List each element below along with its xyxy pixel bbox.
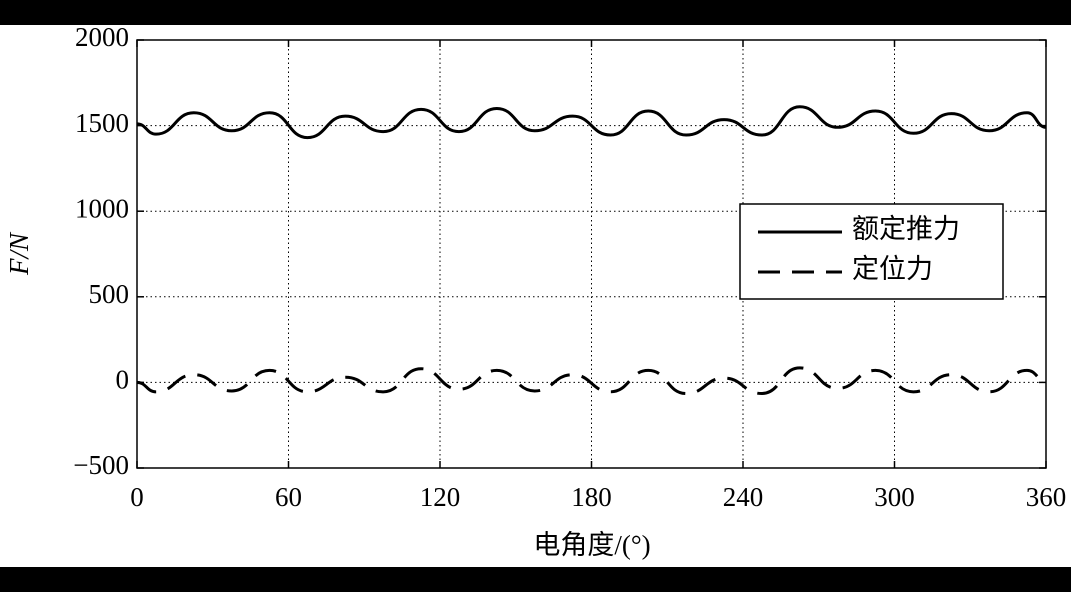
series-line xyxy=(136,105,1047,140)
bottom-bar xyxy=(0,567,1071,592)
y-tick-label: 1500 xyxy=(75,108,129,138)
top-bar xyxy=(0,0,1071,25)
x-tick-label: 120 xyxy=(420,482,461,512)
y-tick-label: 2000 xyxy=(75,22,129,52)
y-tick-label: 0 xyxy=(116,365,130,395)
legend-label: 额定推力 xyxy=(852,214,960,244)
y-tick-label: −500 xyxy=(73,450,129,480)
x-tick-label: 240 xyxy=(723,482,764,512)
y-tick-label: 500 xyxy=(89,279,130,309)
legend-box xyxy=(739,203,1004,300)
x-axis-label: 电角度/(°) xyxy=(533,530,650,560)
x-tick-label: 180 xyxy=(571,482,612,512)
x-tick-label: 360 xyxy=(1026,482,1067,512)
y-axis-label: F/N xyxy=(4,231,34,276)
series-line xyxy=(136,366,1047,396)
x-tick-label: 300 xyxy=(874,482,915,512)
y-tick-label: 1000 xyxy=(75,193,129,223)
x-tick-label: 0 xyxy=(130,482,144,512)
legend-label: 定位力 xyxy=(852,254,933,284)
plot xyxy=(136,105,1047,396)
x-tick-label: 60 xyxy=(275,482,302,512)
